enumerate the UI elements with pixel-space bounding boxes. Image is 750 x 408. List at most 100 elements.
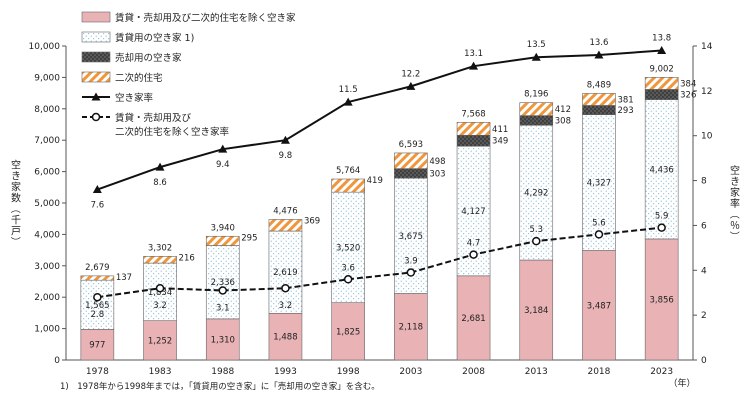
- bar-value-label: 308: [555, 116, 571, 126]
- right-tick-label: 8: [701, 177, 707, 187]
- bar-value-label: 3,856: [649, 295, 673, 305]
- x-tick-label: 2003: [399, 367, 422, 377]
- bar-value-label: 977: [89, 341, 105, 351]
- legend-swatch-2: [81, 51, 111, 63]
- bar-segment-0: [394, 293, 428, 361]
- footnote: 1) 1978年から1998年までは，「賃貸用の空き家」に「売却用の空き家」を含…: [60, 381, 380, 392]
- axis-title-char: ％: [730, 221, 740, 232]
- other-vacancy-rate-label: 3.1: [216, 303, 230, 313]
- axis-title-char: 率: [730, 197, 740, 210]
- vacancy-rate-point: [531, 52, 541, 61]
- bar-value-label: 419: [367, 176, 383, 186]
- other-vacancy-rate-label: 3.2: [279, 301, 293, 311]
- bar-segment-0: [519, 259, 554, 361]
- vacancy-rate-label: 13.6: [589, 38, 608, 48]
- bar-value-label: 3,675: [399, 232, 423, 242]
- left-tick-label: 5,000: [34, 199, 60, 209]
- legend-swatch-1: [81, 31, 111, 43]
- x-tick-label: 1983: [149, 367, 172, 377]
- vacancy-rate-label: 13.8: [652, 33, 671, 43]
- bar-total-label: 6,593: [399, 140, 423, 150]
- bar-value-label: 2,336: [211, 278, 235, 288]
- bar-segment-3: [268, 219, 303, 232]
- x-tick-label: 2023: [650, 367, 673, 377]
- bar-value-label: 4,127: [461, 207, 485, 217]
- bar-total-label: 8,196: [524, 90, 548, 100]
- right-tick-label: 6: [701, 221, 707, 231]
- vacancy-rate-point: [406, 81, 416, 90]
- other-vacancy-rate-point: [93, 292, 102, 302]
- bar-segment-0: [582, 250, 616, 361]
- vacancy-rate-point: [155, 162, 165, 171]
- right-axis-title: 空き家率（ ％）: [728, 164, 740, 241]
- legend-marker-triangle: [91, 92, 101, 101]
- vacancy-rate-point: [657, 45, 667, 54]
- bar-segment-3: [456, 122, 491, 136]
- bar-segment-1: [582, 114, 616, 251]
- bar-value-label: 295: [241, 233, 257, 243]
- other-vacancy-rate-point: [469, 250, 478, 259]
- other-vacancy-rate-line: [97, 226, 662, 299]
- bar-total-label: 3,940: [211, 223, 235, 233]
- bar-value-label: 369: [304, 216, 320, 226]
- bar-segment-2: [582, 105, 616, 115]
- bar-segment-1: [268, 230, 303, 314]
- bar-segment-1: [205, 245, 240, 320]
- bar-segment-0: [143, 320, 177, 361]
- bar-segment-0: [644, 238, 679, 361]
- vacancy-rate-point: [218, 144, 228, 153]
- bar-value-label: 3,520: [336, 243, 360, 253]
- bar-segment-3: [331, 178, 365, 193]
- bar-segment-3: [582, 93, 616, 106]
- right-tick-label: 12: [701, 87, 712, 97]
- bar-segment-3: [143, 256, 177, 264]
- bar-value-label: 293: [617, 106, 633, 116]
- x-unit-label: （年）: [668, 377, 695, 389]
- bar-segment-1: [644, 99, 679, 240]
- bar-value-label: 3,184: [524, 306, 548, 316]
- legend-marker-circle: [91, 112, 101, 122]
- bar-segment-0: [268, 312, 303, 361]
- axis-title-char: き: [730, 176, 740, 188]
- other-vacancy-rate-label: 5.6: [592, 218, 606, 228]
- vacancy-rate-line: [97, 49, 662, 191]
- left-tick-label: 0: [54, 356, 60, 366]
- other-vacancy-rate-point: [218, 286, 227, 295]
- bar-segment-2: [456, 134, 491, 147]
- bar-value-label: 498: [429, 157, 445, 167]
- axis-title-char: （: [9, 204, 21, 214]
- bar-value-label: 1,565: [85, 301, 109, 311]
- axis-title-char: ）: [9, 237, 21, 247]
- bar-value-label: 349: [492, 137, 508, 147]
- bar-segment-3: [205, 235, 240, 246]
- bar-value-label: 1,488: [273, 333, 297, 343]
- other-vacancy-rate-point: [406, 268, 416, 277]
- bar-segment-1: [80, 279, 115, 330]
- axis-title-char: ）: [728, 231, 740, 241]
- vacancy-rate-point: [343, 97, 353, 106]
- right-tick-label: 14: [701, 42, 713, 52]
- legend-swatch-3: [81, 71, 111, 83]
- bar-total-label: 9,002: [649, 64, 673, 74]
- other-vacancy-rate-point: [657, 223, 666, 232]
- other-vacancy-rate-label: 3.9: [404, 257, 418, 267]
- vacancy-rate-label: 9.4: [216, 160, 230, 170]
- bar-total-label: 4,476: [273, 206, 297, 216]
- legend-swatch-0: [81, 11, 111, 23]
- bar-segment-3: [80, 275, 115, 281]
- legend-label: 賃貸・売却用及び二次的住宅を除く空き家: [115, 12, 296, 24]
- bar-value-label: 1,310: [211, 335, 235, 345]
- x-tick-label: 1988: [211, 367, 234, 377]
- bar-segment-2: [394, 168, 428, 179]
- other-vacancy-rate-label: 3.6: [341, 263, 355, 273]
- bar-segment-2: [519, 115, 554, 126]
- axis-title-char: （: [728, 209, 740, 219]
- left-tick-label: 9,000: [34, 73, 60, 83]
- x-tick-label: 2018: [587, 367, 610, 377]
- bar-segment-2: [644, 89, 679, 100]
- bar-segment-0: [205, 318, 240, 361]
- axis-title-char: 空: [730, 164, 740, 177]
